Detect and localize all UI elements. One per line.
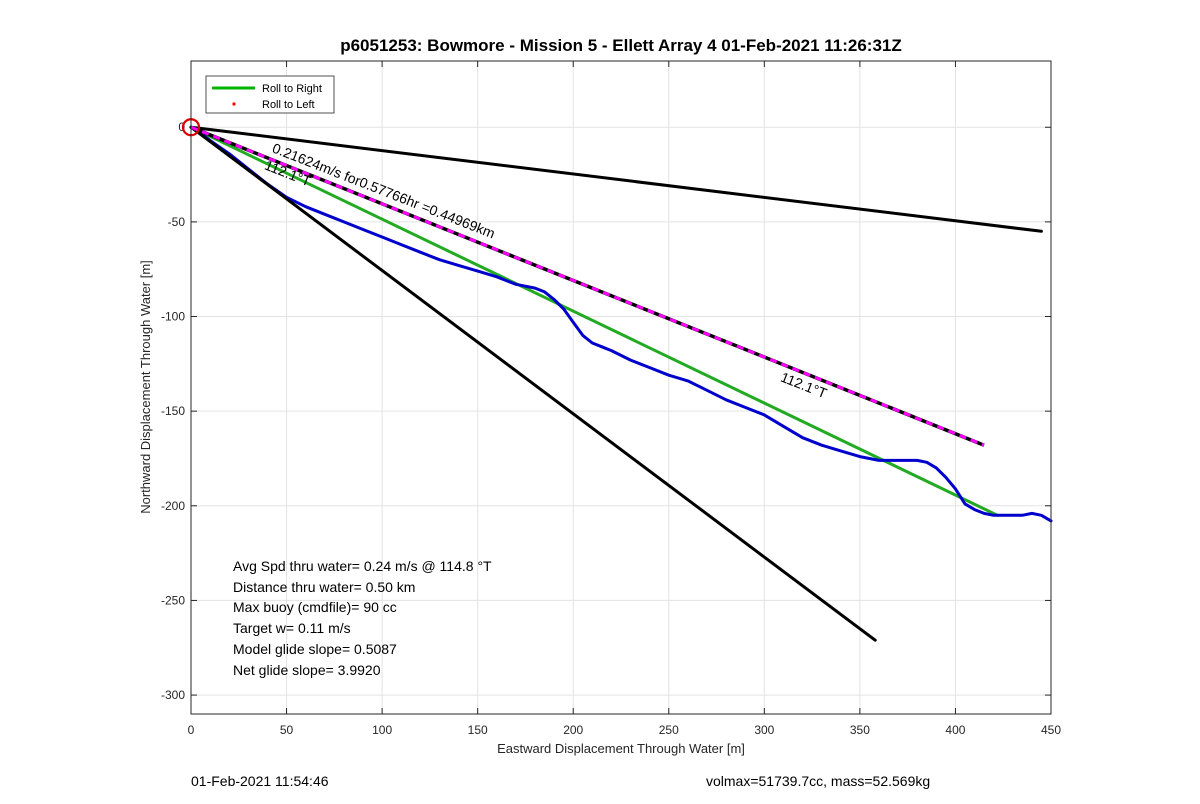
x-axis-label: Eastward Displacement Through Water [m] xyxy=(497,741,745,756)
y-tick-label: -300 xyxy=(161,688,185,702)
plot-area xyxy=(191,61,1051,714)
x-tick-label: 50 xyxy=(280,723,294,737)
series-line-3 xyxy=(189,125,877,642)
y-tick-label: 0 xyxy=(178,120,185,134)
legend-label-roll-right: Roll to Right xyxy=(262,83,322,95)
plot-border xyxy=(190,60,1052,715)
legend: Roll to Right Roll to Left xyxy=(205,75,335,114)
stat-max-buoy: Max buoy (cmdfile)= 90 cc xyxy=(233,599,397,615)
stat-avg-speed: Avg Spd thru water= 0.24 m/s @ 114.8 °T xyxy=(233,558,492,574)
stat-distance: Distance thru water= 0.50 km xyxy=(233,579,415,595)
legend-label-roll-left: Roll to Left xyxy=(262,99,315,111)
x-tick-label: 300 xyxy=(754,723,774,737)
footer-timestamp: 01-Feb-2021 11:54:46 xyxy=(191,773,329,789)
y-tick-label: -50 xyxy=(168,215,186,229)
series-line-0 xyxy=(189,125,999,517)
axis-ticks: 0 50 100 150 200 250 300 350 400 450 0 -50 -100 -150 -… xyxy=(161,61,1061,737)
y-tick-label: -100 xyxy=(161,310,185,324)
legend-box xyxy=(205,75,335,114)
y-axis-label: Northward Displacement Through Water [m] xyxy=(138,260,153,514)
legend-swatch-roll-left xyxy=(232,102,236,106)
stat-model-glide: Model glide slope= 0.5087 xyxy=(233,641,397,657)
y-tick-label: -150 xyxy=(161,404,185,418)
series-layer xyxy=(181,118,1053,642)
chart-title: p6051253: Bowmore - Mission 5 - Ellett A… xyxy=(340,36,902,55)
series-line-2 xyxy=(189,125,1043,233)
x-tick-label: 350 xyxy=(850,723,870,737)
footer-volmax-mass: volmax=51739.7cc, mass=52.569kg xyxy=(706,773,931,789)
x-tick-label: 150 xyxy=(468,723,488,737)
x-tick-label: 200 xyxy=(563,723,583,737)
series-line-1 xyxy=(189,125,1053,523)
x-tick-label: 100 xyxy=(372,723,392,737)
stats-block: Avg Spd thru water= 0.24 m/s @ 114.8 °T … xyxy=(233,558,492,678)
stat-net-glide: Net glide slope= 3.9920 xyxy=(233,662,381,678)
x-tick-label: 250 xyxy=(659,723,679,737)
y-tick-label: -200 xyxy=(161,499,185,513)
y-tick-label: -250 xyxy=(161,593,185,607)
x-tick-label: 400 xyxy=(945,723,965,737)
x-tick-label: 450 xyxy=(1041,723,1061,737)
series-dashed-line xyxy=(190,125,985,447)
x-tick-label: 0 xyxy=(188,723,195,737)
stat-target-w: Target w= 0.11 m/s xyxy=(233,620,351,636)
